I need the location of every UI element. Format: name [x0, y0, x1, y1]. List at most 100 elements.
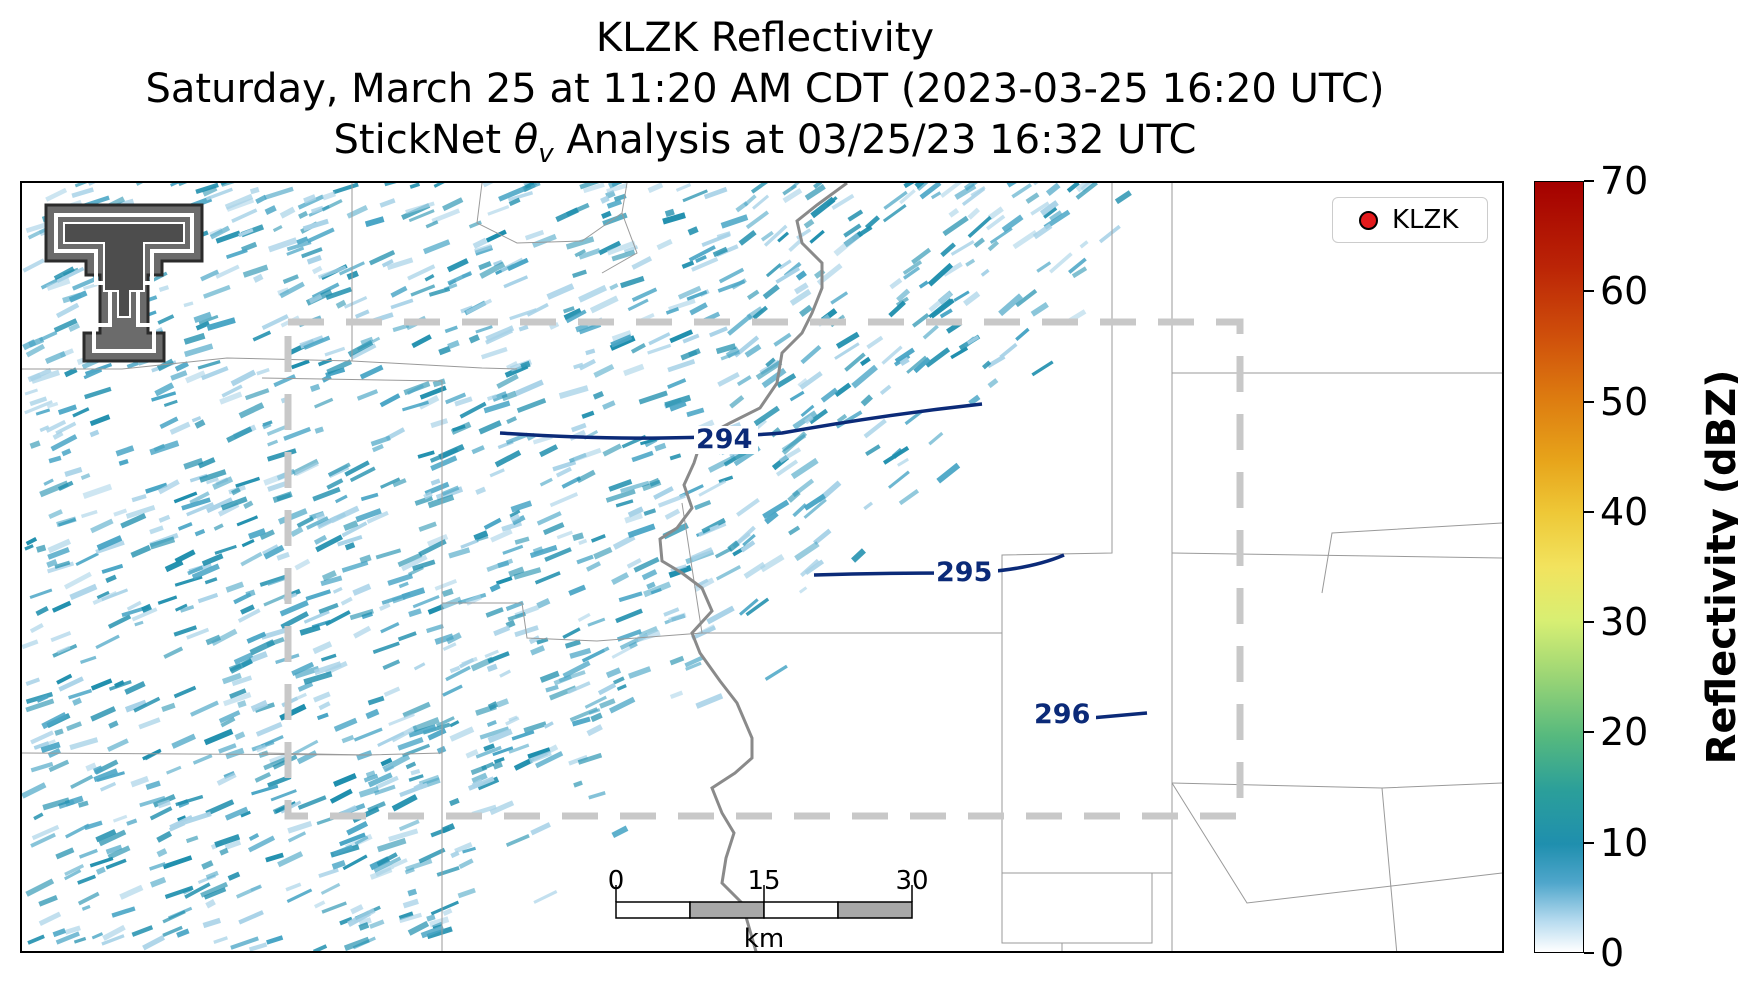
radar-echo [680, 348, 701, 361]
radar-echo [212, 476, 234, 490]
radar-echo [484, 649, 499, 659]
radar-echo [388, 712, 415, 726]
radar-echo [514, 625, 539, 638]
radar-echo [313, 397, 334, 409]
radar-echo [1036, 261, 1052, 273]
radar-echo [248, 942, 268, 951]
radar-echo [219, 847, 229, 856]
radar-echo [776, 373, 797, 388]
radar-echo [69, 583, 98, 601]
radar-echo [53, 318, 78, 333]
radar-echo [340, 596, 353, 606]
radar-echo [509, 509, 521, 518]
radar-echo [616, 684, 627, 691]
radar-echo [66, 721, 82, 732]
radar-echo [865, 444, 881, 457]
radar-echo [761, 367, 787, 389]
radar-echo [312, 641, 333, 655]
radar-echo [130, 775, 150, 788]
radar-echo [203, 887, 227, 900]
radar-echo [530, 822, 551, 836]
radar-echo [382, 659, 401, 671]
radar-echo [38, 895, 58, 907]
radar-echo [490, 528, 513, 543]
radar-echo [105, 844, 123, 855]
radar-echo [214, 833, 241, 848]
colorbar-tick-mark [1584, 180, 1594, 182]
radar-echo [25, 691, 54, 705]
radar-echo [344, 542, 356, 551]
radar-echo [56, 673, 73, 685]
radar-echo [318, 701, 331, 711]
radar-echo [31, 824, 60, 841]
radar-echo [407, 888, 418, 897]
radar-echo [483, 743, 495, 752]
radar-echo [194, 528, 206, 537]
radar-echo [384, 183, 397, 187]
radar-echo [794, 541, 820, 562]
radar-echo [40, 741, 61, 754]
radar-echo [565, 236, 595, 250]
radar-echo [311, 282, 340, 299]
radar-echo [987, 240, 1000, 252]
radar-echo [405, 761, 417, 770]
radar-echo [390, 285, 408, 298]
radar-map[interactable]: 294 295 296 0 15 30 km [20, 181, 1504, 953]
radar-echo [195, 320, 210, 331]
radar-echo [25, 677, 41, 686]
radar-echo [401, 554, 428, 572]
radar-echo [425, 220, 439, 229]
radar-echo [64, 863, 85, 876]
radar-echo [365, 770, 376, 778]
radar-echo [773, 332, 792, 347]
county-boundaries [22, 183, 1502, 951]
radar-echo [341, 734, 355, 744]
radar-echo [177, 815, 187, 823]
radar-echo [90, 678, 113, 691]
radar-echo [29, 440, 41, 449]
radar-echo [246, 631, 267, 644]
radar-echo [292, 739, 319, 756]
radar-echo [506, 416, 517, 424]
radar-echo [830, 291, 849, 305]
radar-echo [157, 595, 178, 605]
radar-echo [423, 491, 433, 500]
radar-echo [174, 549, 196, 564]
radar-echo [763, 224, 788, 247]
radar-echo [22, 639, 39, 650]
scalebar-tick-15: 15 [747, 866, 780, 896]
radar-echo [224, 806, 249, 821]
radar-echo [844, 352, 866, 372]
radar-echo [68, 322, 81, 332]
radar-echo [489, 800, 515, 816]
radar-echo [954, 183, 977, 200]
radar-echo [1079, 240, 1089, 249]
radar-echo [778, 447, 802, 463]
radar-echo [375, 548, 402, 560]
radar-echo [798, 586, 808, 594]
radar-echo [266, 448, 297, 462]
radar-echo [623, 363, 645, 377]
radar-echo [544, 547, 572, 562]
radar-echo [249, 639, 276, 656]
radar-echo [684, 655, 705, 668]
radar-echo [804, 415, 814, 425]
radar-echo [354, 309, 370, 319]
radar-echo [452, 424, 466, 432]
radar-echo [412, 717, 440, 733]
radar-echo [193, 311, 212, 323]
radar-echo [851, 364, 878, 389]
radar-echo [255, 194, 267, 205]
radar-echo [426, 926, 453, 940]
radar-echo [427, 494, 455, 509]
radar-echo [183, 301, 194, 308]
radar-echo [740, 540, 756, 553]
radar-echo [313, 691, 331, 703]
radar-echo [89, 414, 111, 427]
radar-echo [291, 661, 315, 676]
radar-echo [449, 720, 460, 728]
radar-echo [237, 700, 247, 708]
radar-echo [434, 578, 458, 591]
radar-echo [46, 401, 59, 409]
radar-echo [227, 871, 241, 881]
